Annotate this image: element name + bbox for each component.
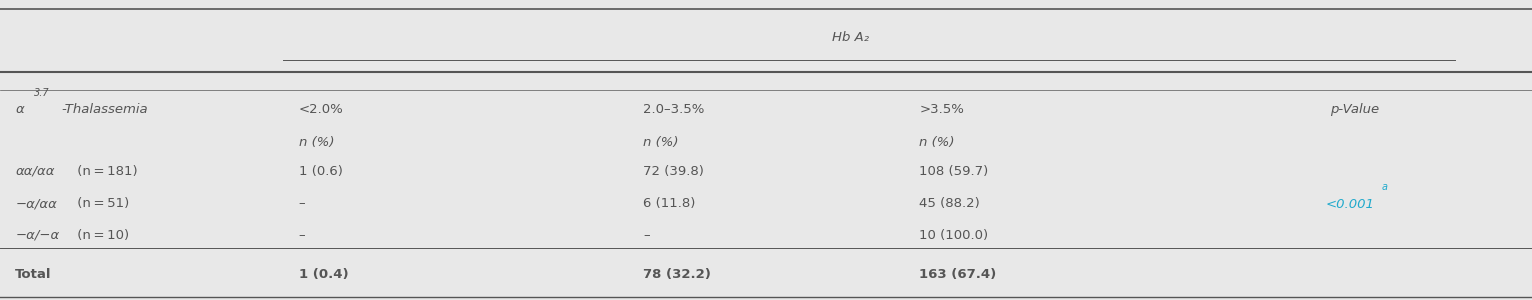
Text: a: a (1382, 182, 1388, 193)
Text: 163 (67.4): 163 (67.4) (919, 268, 996, 281)
Text: <2.0%: <2.0% (299, 103, 343, 116)
Text: p-Value: p-Value (1330, 103, 1379, 116)
Text: –: – (299, 197, 305, 211)
Text: 3.7: 3.7 (34, 88, 49, 98)
Text: 1 (0.4): 1 (0.4) (299, 268, 348, 281)
Text: Hb A₂: Hb A₂ (832, 31, 869, 44)
Text: 45 (88.2): 45 (88.2) (919, 197, 980, 211)
Text: 72 (39.8): 72 (39.8) (643, 164, 705, 178)
Text: –: – (299, 229, 305, 242)
Text: n (%): n (%) (299, 136, 334, 149)
Text: α: α (15, 103, 25, 116)
Text: 6 (11.8): 6 (11.8) (643, 197, 696, 211)
Text: >3.5%: >3.5% (919, 103, 964, 116)
Text: <0.001: <0.001 (1325, 197, 1374, 211)
Text: –: – (643, 229, 650, 242)
Text: (n = 10): (n = 10) (74, 229, 129, 242)
Text: 78 (32.2): 78 (32.2) (643, 268, 711, 281)
Text: (n = 181): (n = 181) (74, 164, 138, 178)
Text: 108 (59.7): 108 (59.7) (919, 164, 988, 178)
Text: αα/αα: αα/αα (15, 164, 55, 178)
Text: 1 (0.6): 1 (0.6) (299, 164, 343, 178)
Text: 10 (100.0): 10 (100.0) (919, 229, 988, 242)
Text: -Thalassemia: -Thalassemia (61, 103, 149, 116)
Text: n (%): n (%) (643, 136, 679, 149)
Text: Total: Total (15, 268, 52, 281)
Text: 2.0–3.5%: 2.0–3.5% (643, 103, 705, 116)
Text: −α/−α: −α/−α (15, 229, 60, 242)
Text: n (%): n (%) (919, 136, 954, 149)
Text: −α/αα: −α/αα (15, 197, 57, 211)
Text: (n = 51): (n = 51) (74, 197, 129, 211)
